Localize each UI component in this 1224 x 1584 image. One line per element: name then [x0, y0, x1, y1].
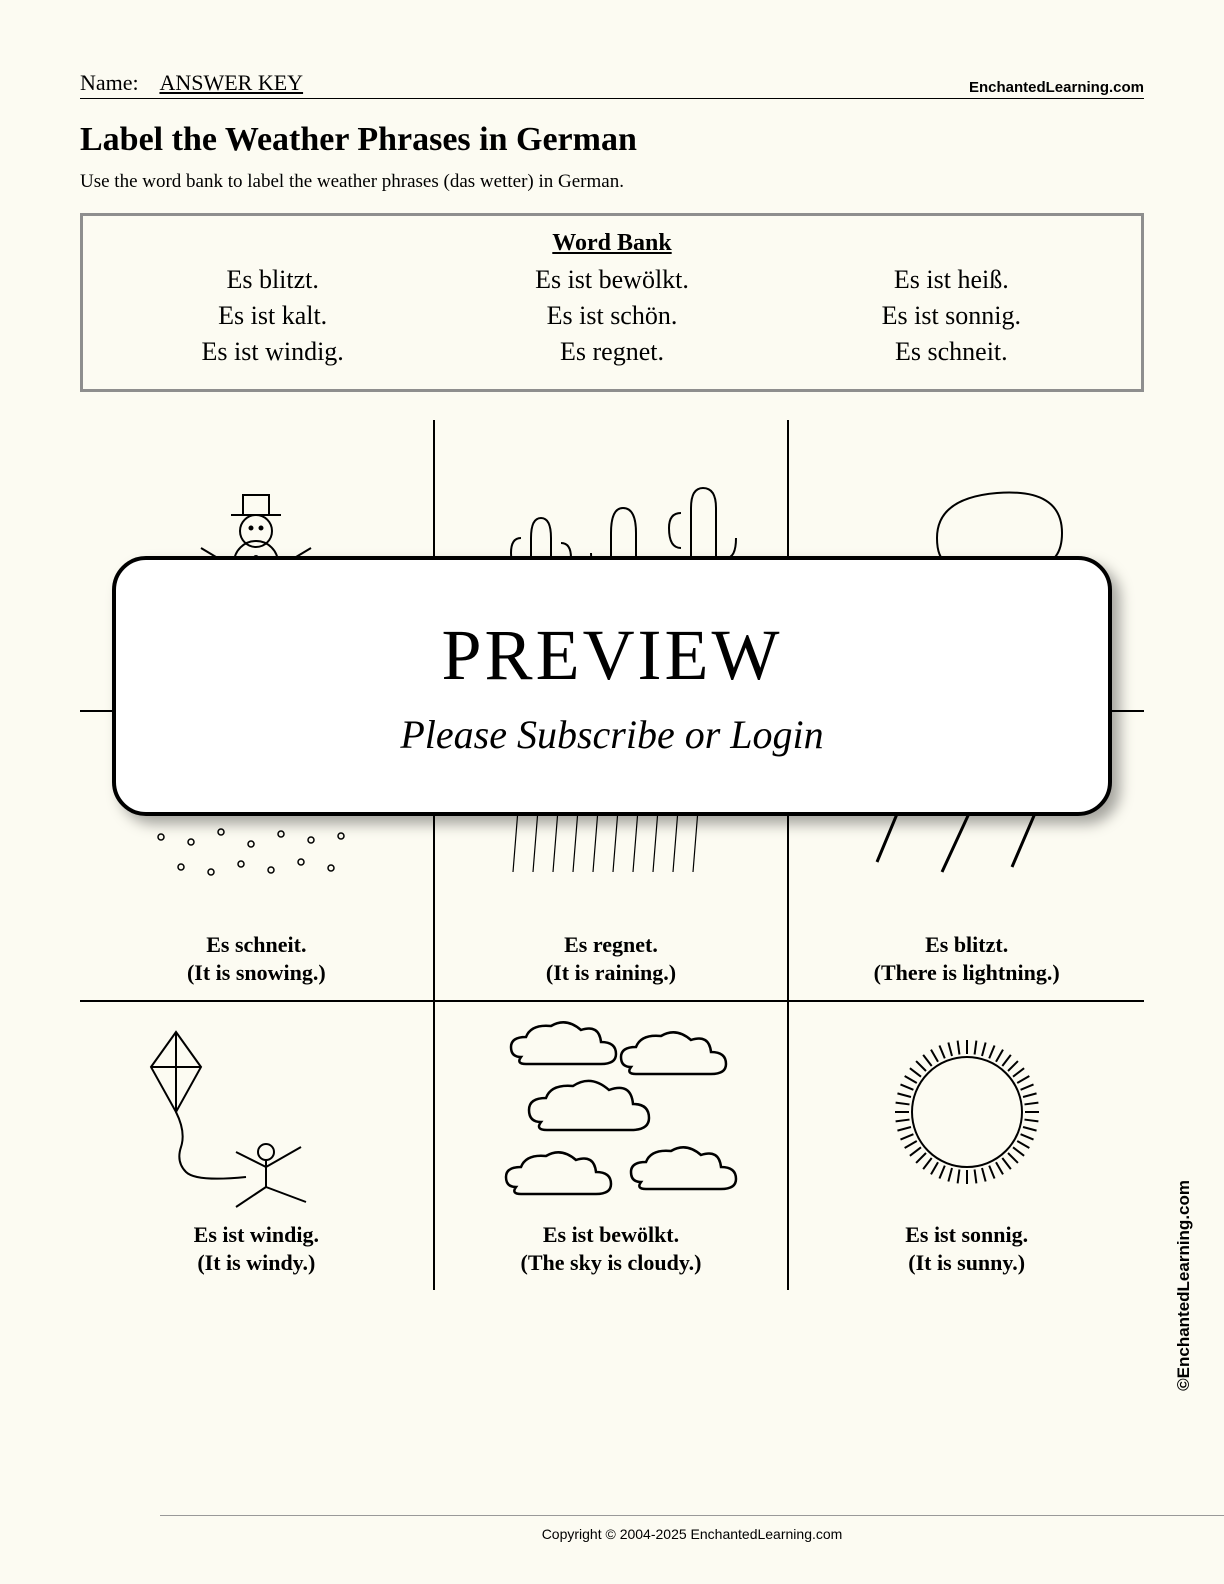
word-bank-item: Es blitzt.	[113, 265, 432, 295]
site-name: EnchantedLearning.com	[969, 79, 1144, 96]
preview-title: PREVIEW	[442, 614, 783, 697]
sun-icon	[789, 1002, 1144, 1221]
caption-german: Es ist sonnig.	[905, 1221, 1028, 1249]
word-bank-item: Es ist kalt.	[113, 301, 432, 331]
caption-german: Es ist bewölkt.	[521, 1221, 702, 1249]
preview-subtitle: Please Subscribe or Login	[400, 711, 823, 758]
word-bank-item: Es ist sonnig.	[792, 301, 1111, 331]
worksheet-page: Name: ANSWER KEY EnchantedLearning.com L…	[0, 0, 1224, 1584]
cell-kite: Es ist windig. (It is windy.)	[80, 1000, 435, 1290]
caption-german: Es ist windig.	[194, 1221, 319, 1249]
word-bank-grid: Es blitzt. Es ist bewölkt. Es ist heiß. …	[113, 265, 1111, 367]
word-bank-title: Word Bank	[113, 230, 1111, 257]
caption-english: (There is lightning.)	[874, 959, 1060, 987]
header-row: Name: ANSWER KEY EnchantedLearning.com	[80, 70, 1144, 99]
caption-german: Es blitzt.	[874, 931, 1060, 959]
clouds-icon	[435, 1002, 788, 1221]
caption-english: (It is snowing.)	[187, 959, 326, 987]
word-bank-item: Es schneit.	[792, 337, 1111, 367]
instructions: Use the word bank to label the weather p…	[80, 171, 1144, 193]
name-label: Name:	[80, 70, 139, 95]
worksheet-title: Label the Weather Phrases in German	[80, 121, 1144, 159]
caption-english: (It is sunny.)	[905, 1249, 1028, 1277]
caption: Es ist sonnig. (It is sunny.)	[905, 1221, 1028, 1276]
caption: Es regnet. (It is raining.)	[546, 931, 676, 986]
vertical-copyright: ©EnchantedLearning.com	[1174, 1180, 1194, 1391]
answer-key-text: ANSWER KEY	[159, 70, 303, 95]
caption-german: Es regnet.	[546, 931, 676, 959]
caption-german: Es schneit.	[187, 931, 326, 959]
caption: Es blitzt. (There is lightning.)	[874, 931, 1060, 986]
word-bank-item: Es ist bewölkt.	[452, 265, 771, 295]
caption-english: (It is windy.)	[194, 1249, 319, 1277]
cell-sun: Es ist sonnig. (It is sunny.)	[789, 1000, 1144, 1290]
copyright: Copyright © 2004-2025 EnchantedLearning.…	[160, 1515, 1224, 1542]
caption: Es schneit. (It is snowing.)	[187, 931, 326, 986]
word-bank-item: Es ist schön.	[452, 301, 771, 331]
caption: Es ist windig. (It is windy.)	[194, 1221, 319, 1276]
preview-overlay: PREVIEW Please Subscribe or Login	[112, 556, 1112, 816]
name-line: Name: ANSWER KEY	[80, 70, 303, 96]
caption: Es ist bewölkt. (The sky is cloudy.)	[521, 1221, 702, 1276]
word-bank-item: Es ist heiß.	[792, 265, 1111, 295]
kite-icon	[80, 1002, 433, 1221]
caption-english: (It is raining.)	[546, 959, 676, 987]
word-bank-item: Es regnet.	[452, 337, 771, 367]
word-bank: Word Bank Es blitzt. Es ist bewölkt. Es …	[80, 213, 1144, 392]
cell-clouds: Es ist bewölkt. (The sky is cloudy.)	[435, 1000, 790, 1290]
word-bank-item: Es ist windig.	[113, 337, 432, 367]
caption-english: (The sky is cloudy.)	[521, 1249, 702, 1277]
answer-grid: Es schneit. (It is snowing.) Es regnet. …	[80, 420, 1144, 1290]
